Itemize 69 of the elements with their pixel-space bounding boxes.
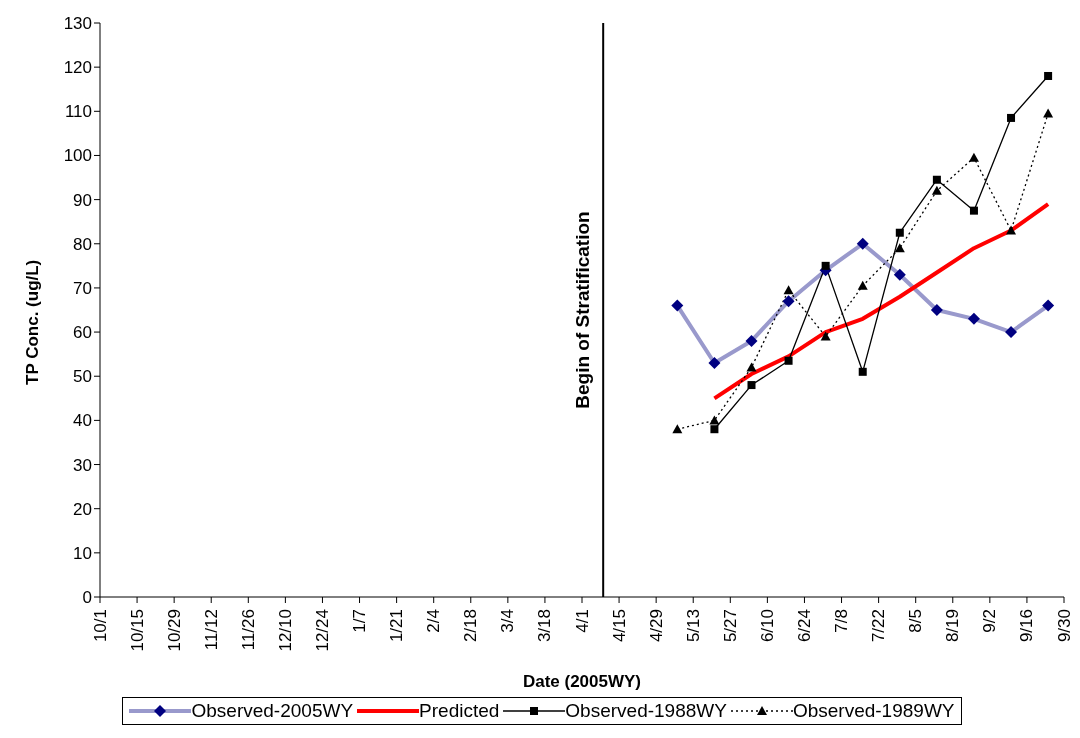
point [672, 424, 683, 434]
point [968, 152, 979, 162]
legend-label: Observed-1988WY [565, 700, 727, 722]
x-tick-label: 1/21 [387, 609, 407, 643]
point [821, 261, 830, 270]
point [895, 228, 904, 237]
x-tick-label: 2/4 [424, 609, 444, 633]
x-tick-label: 4/29 [646, 609, 666, 643]
x-tick-label: 7/22 [869, 609, 889, 643]
y-tick-label: 50 [73, 367, 92, 387]
y-tick-label: 0 [82, 588, 92, 608]
x-tick-label: 5/13 [683, 609, 703, 643]
y-tick-label: 40 [73, 411, 92, 431]
x-tick-label: 3/18 [535, 609, 555, 643]
point [746, 362, 757, 372]
point [857, 280, 868, 290]
x-tick-label: 4/1 [572, 609, 592, 633]
point [1007, 113, 1016, 122]
y-tick-label: 30 [73, 455, 92, 475]
point [710, 425, 719, 434]
x-tick-label: 10/15 [127, 609, 147, 652]
x-tick-label: 6/24 [794, 609, 814, 643]
point [969, 206, 978, 215]
point [1006, 225, 1017, 235]
legend-label: Observed-2005WY [191, 700, 354, 722]
x-tick-label: 10/1 [90, 609, 110, 643]
x-tick-label: 7/8 [832, 609, 852, 633]
x-tick-label: 4/15 [609, 609, 629, 643]
x-tick-label: 9/2 [980, 609, 1000, 633]
point [858, 367, 867, 376]
y-tick-label: 80 [73, 234, 92, 254]
y-tick-label: 90 [73, 190, 92, 210]
ref-line-label: Begin of Stratification [572, 211, 594, 409]
y-tick-label: 100 [63, 146, 92, 166]
y-tick-label: 10 [73, 543, 92, 563]
y-axis-title: TP Conc. (ug/L) [23, 259, 43, 385]
x-tick-label: 2/18 [461, 609, 481, 643]
x-tick-label: 8/19 [943, 609, 963, 643]
x-tick-label: 11/12 [201, 609, 221, 651]
x-tick-label: 9/30 [1054, 609, 1074, 643]
point [894, 243, 905, 253]
x-tick-label: 6/10 [757, 609, 777, 643]
point [1044, 71, 1053, 80]
point [1043, 108, 1054, 118]
y-tick-label: 120 [63, 58, 92, 78]
x-tick-label: 10/29 [164, 609, 184, 652]
line-series [712, 202, 1051, 401]
x-tick-label: 3/4 [498, 609, 518, 633]
y-tick-label: 70 [73, 278, 92, 298]
point [784, 356, 793, 365]
point [931, 185, 942, 195]
x-tick-label: 5/27 [720, 609, 740, 643]
x-tick-label: 12/24 [312, 609, 332, 652]
y-tick-label: 130 [63, 14, 92, 34]
x-tick-label: 9/16 [1017, 609, 1037, 643]
x-tick-label: 1/7 [350, 609, 370, 633]
x-tick-label: 12/10 [275, 609, 295, 652]
x-axis-title: Date (2005WY) [522, 672, 642, 691]
legend-label: Observed-1989WY [792, 700, 955, 722]
x-tick-label: 8/5 [906, 609, 926, 633]
x-tick-label: 11/26 [238, 609, 258, 651]
y-tick-label: 20 [73, 499, 92, 519]
y-tick-label: 60 [73, 323, 92, 343]
point [709, 415, 720, 425]
legend-label: Predicted [419, 700, 500, 722]
y-tick-label: 110 [64, 102, 92, 122]
point [783, 285, 794, 295]
point [932, 175, 941, 184]
point [747, 381, 756, 390]
